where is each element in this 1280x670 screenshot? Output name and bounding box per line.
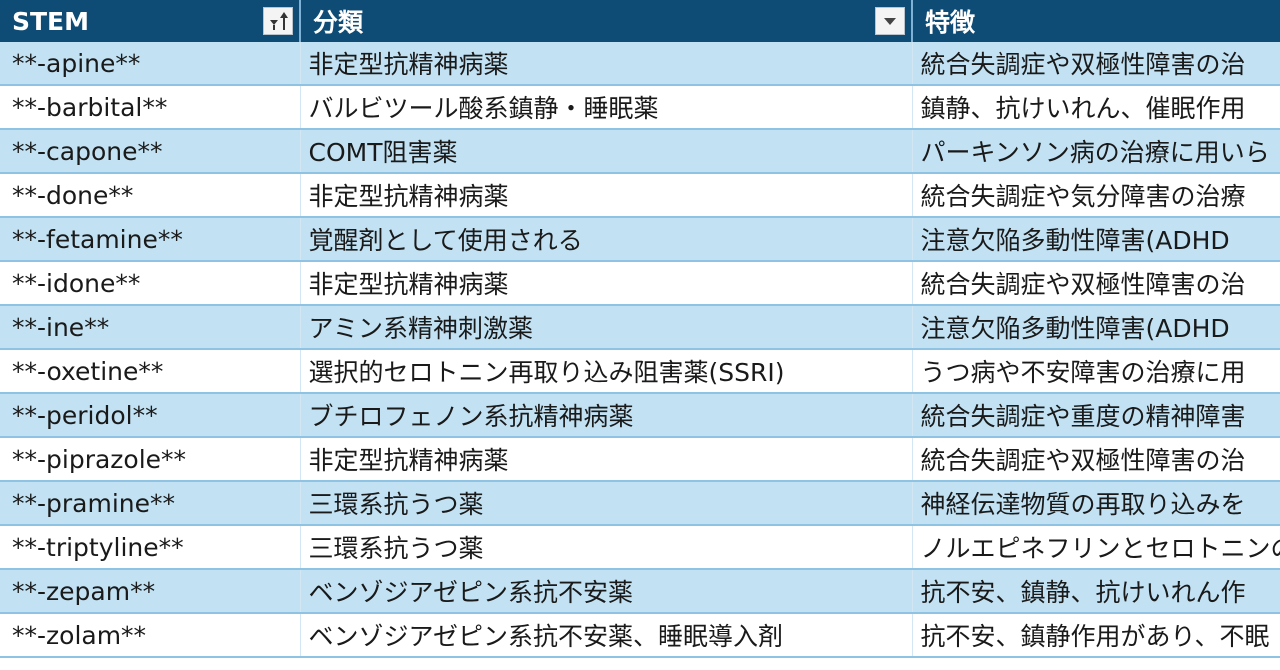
features-cell[interactable]: 抗不安、鎮静、抗けいれん作 [912,569,1280,614]
table-row: **-barbital** バルビツール酸系鎮静・睡眠薬 鎮静、抗けいれん、催眠… [0,85,1280,130]
classification-cell[interactable]: ベンゾジアゼピン系抗不安薬 [300,569,913,614]
table-row: **-zepam** ベンゾジアゼピン系抗不安薬 抗不安、鎮静、抗けいれん作 [0,569,1280,614]
features-cell[interactable]: 鎮静、抗けいれん、催眠作用 [912,85,1280,130]
column-header-stem[interactable]: STEM [0,0,301,42]
dropdown-arrow-icon [884,18,896,25]
features-cell[interactable]: 統合失調症や重度の精神障害 [912,393,1280,438]
stem-cell[interactable]: **-piprazole** [0,437,301,482]
table-row: **-ine** アミン系精神刺激薬 注意欠陥多動性障害(ADHD [0,305,1280,350]
table-row: **-piprazole** 非定型抗精神病薬 統合失調症や双極性障害の治 [0,437,1280,482]
features-cell[interactable]: 神経伝達物質の再取り込みを [912,481,1280,526]
header-label-features: 特徴 [925,8,976,37]
features-cell[interactable]: 注意欠陥多動性障害(ADHD [912,305,1280,350]
table-row: **-zolam** ベンゾジアゼピン系抗不安薬、睡眠導入剤 抗不安、鎮静作用が… [0,613,1280,658]
features-cell[interactable]: パーキンソン病の治療に用いら [912,129,1280,174]
table-row: **-peridol** ブチロフェノン系抗精神病薬 統合失調症や重度の精神障害 [0,393,1280,438]
classification-cell[interactable]: ベンゾジアゼピン系抗不安薬、睡眠導入剤 [300,613,913,658]
classification-cell[interactable]: バルビツール酸系鎮静・睡眠薬 [300,85,913,130]
classification-cell[interactable]: 非定型抗精神病薬 [300,261,913,306]
sort-filter-icon [270,12,288,30]
stem-cell[interactable]: **-apine** [0,42,301,86]
stem-cell[interactable]: **-ine** [0,305,301,350]
features-cell[interactable]: 抗不安、鎮静作用があり、不眠 [912,613,1280,658]
column-header-features[interactable]: 特徴 [912,0,1280,42]
header-row: STEM 分類 [0,0,1280,42]
classification-cell[interactable]: 非定型抗精神病薬 [300,173,913,218]
classification-cell[interactable]: COMT阻害薬 [300,129,913,174]
classification-cell[interactable]: ブチロフェノン系抗精神病薬 [300,393,913,438]
header-label-classification: 分類 [313,8,364,37]
features-cell[interactable]: うつ病や不安障害の治療に用 [912,349,1280,394]
stem-cell[interactable]: **-capone** [0,129,301,174]
stem-cell[interactable]: **-idone** [0,261,301,306]
classification-cell[interactable]: 選択的セロトニン再取り込み阻害薬(SSRI) [300,349,913,394]
stem-cell[interactable]: **-triptyline** [0,525,301,570]
stem-cell[interactable]: **-zolam** [0,613,301,658]
features-cell[interactable]: ノルエピネフリンとセロトニンの再 [912,525,1280,570]
features-cell[interactable]: 統合失調症や気分障害の治療 [912,173,1280,218]
classification-cell[interactable]: アミン系精神刺激薬 [300,305,913,350]
classification-cell[interactable]: 非定型抗精神病薬 [300,42,913,86]
features-cell[interactable]: 注意欠陥多動性障害(ADHD [912,217,1280,262]
sort-filter-button[interactable] [263,7,293,35]
stem-cell[interactable]: **-fetamine** [0,217,301,262]
table-row: **-pramine** 三環系抗うつ薬 神経伝達物質の再取り込みを [0,481,1280,526]
stem-cell[interactable]: **-barbital** [0,85,301,130]
table-row: **-capone** COMT阻害薬 パーキンソン病の治療に用いら [0,129,1280,174]
table-row: **-done** 非定型抗精神病薬 統合失調症や気分障害の治療 [0,173,1280,218]
table-row: **-idone** 非定型抗精神病薬 統合失調症や双極性障害の治 [0,261,1280,306]
features-cell[interactable]: 統合失調症や双極性障害の治 [912,437,1280,482]
stem-cell[interactable]: **-pramine** [0,481,301,526]
stem-cell[interactable]: **-zepam** [0,569,301,614]
features-cell[interactable]: 統合失調症や双極性障害の治 [912,261,1280,306]
table-row: **-oxetine** 選択的セロトニン再取り込み阻害薬(SSRI) うつ病や… [0,349,1280,394]
classification-cell[interactable]: 非定型抗精神病薬 [300,437,913,482]
classification-cell[interactable]: 三環系抗うつ薬 [300,481,913,526]
table-row: **-triptyline** 三環系抗うつ薬 ノルエピネフリンとセロトニンの再 [0,525,1280,570]
column-header-classification[interactable]: 分類 [300,0,913,42]
features-cell[interactable]: 統合失調症や双極性障害の治 [912,42,1280,86]
filter-dropdown-button[interactable] [875,7,905,35]
classification-cell[interactable]: 覚醒剤として使用される [300,217,913,262]
classification-cell[interactable]: 三環系抗うつ薬 [300,525,913,570]
header-label-stem: STEM [12,6,90,36]
stem-cell[interactable]: **-oxetine** [0,349,301,394]
table-row: **-apine** 非定型抗精神病薬 統合失調症や双極性障害の治 [0,42,1280,86]
table-row: **-fetamine** 覚醒剤として使用される 注意欠陥多動性障害(ADHD [0,217,1280,262]
stem-cell[interactable]: **-done** [0,173,301,218]
stem-cell[interactable]: **-peridol** [0,393,301,438]
